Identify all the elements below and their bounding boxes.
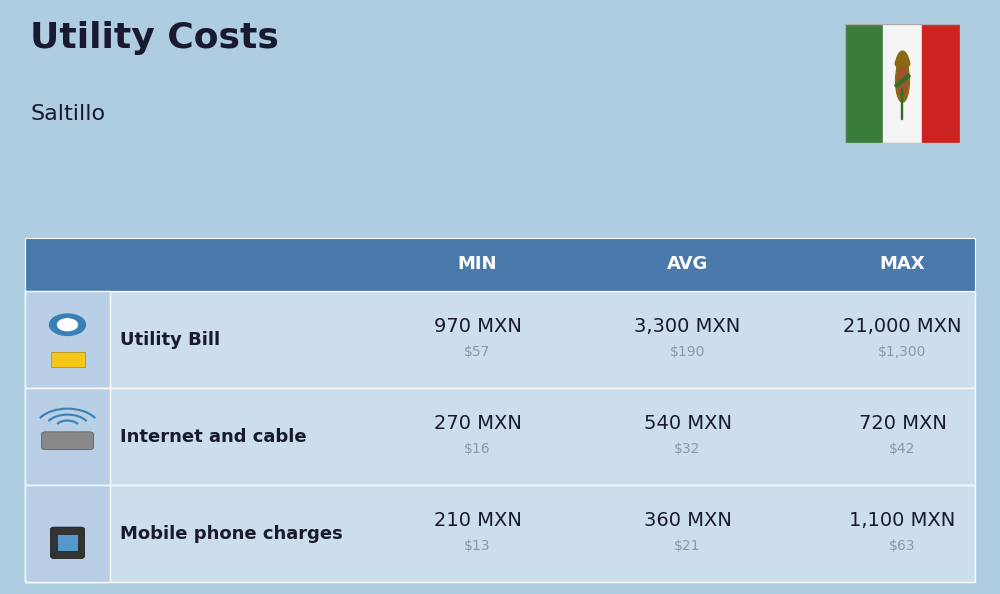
FancyBboxPatch shape: [50, 352, 84, 368]
Bar: [922, 24, 960, 143]
Text: 540 MXN: 540 MXN: [644, 415, 732, 434]
Text: 360 MXN: 360 MXN: [644, 511, 731, 530]
Bar: [901, 89, 902, 119]
Bar: [845, 24, 883, 143]
Text: Utility Costs: Utility Costs: [30, 21, 279, 55]
Circle shape: [896, 59, 909, 102]
Text: $32: $32: [674, 442, 701, 456]
Text: AVG: AVG: [667, 255, 708, 273]
Circle shape: [898, 67, 907, 95]
Text: Utility Bill: Utility Bill: [120, 331, 220, 349]
Text: 720 MXN: 720 MXN: [859, 415, 946, 434]
Wedge shape: [895, 51, 910, 77]
Text: 210 MXN: 210 MXN: [434, 511, 521, 530]
Text: MAX: MAX: [880, 255, 925, 273]
FancyBboxPatch shape: [25, 238, 975, 291]
FancyBboxPatch shape: [25, 291, 975, 388]
Text: $42: $42: [889, 442, 916, 456]
Text: 21,000 MXN: 21,000 MXN: [843, 317, 962, 336]
FancyBboxPatch shape: [42, 432, 94, 450]
FancyBboxPatch shape: [25, 388, 975, 485]
FancyBboxPatch shape: [50, 527, 84, 558]
Circle shape: [50, 314, 86, 336]
Text: 1,100 MXN: 1,100 MXN: [849, 511, 956, 530]
Text: MIN: MIN: [458, 255, 497, 273]
Text: Mobile phone charges: Mobile phone charges: [120, 525, 343, 542]
FancyBboxPatch shape: [58, 535, 78, 551]
Text: 270 MXN: 270 MXN: [434, 415, 521, 434]
Text: $21: $21: [674, 539, 701, 553]
Text: Saltillo: Saltillo: [30, 104, 105, 124]
Bar: [883, 24, 922, 143]
FancyBboxPatch shape: [25, 485, 975, 582]
Text: $190: $190: [670, 345, 705, 359]
Text: $63: $63: [889, 539, 916, 553]
Text: $13: $13: [464, 539, 491, 553]
Text: $16: $16: [464, 442, 491, 456]
FancyBboxPatch shape: [25, 388, 110, 485]
Text: $1,300: $1,300: [878, 345, 927, 359]
Text: 970 MXN: 970 MXN: [434, 317, 521, 336]
FancyBboxPatch shape: [25, 485, 110, 582]
Text: Internet and cable: Internet and cable: [120, 428, 307, 446]
Text: 3,300 MXN: 3,300 MXN: [634, 317, 741, 336]
Circle shape: [58, 319, 78, 331]
Text: $57: $57: [464, 345, 491, 359]
FancyBboxPatch shape: [25, 291, 110, 388]
